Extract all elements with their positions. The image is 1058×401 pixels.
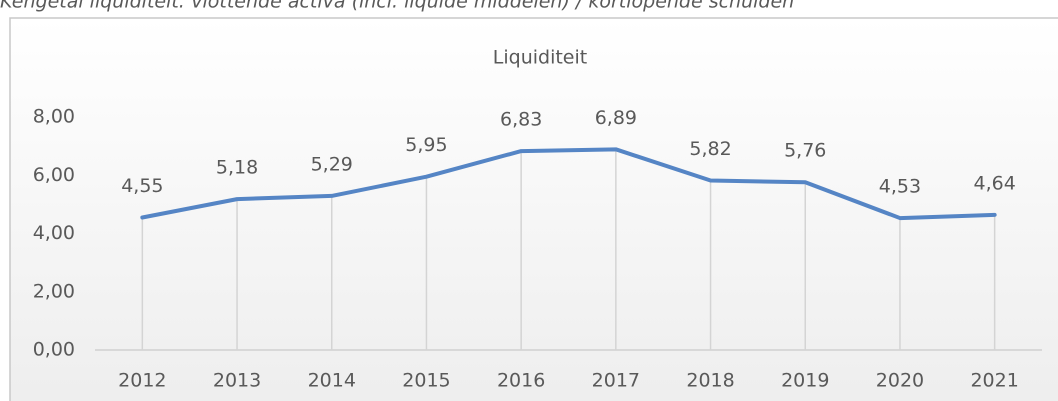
- value-label: 4,53: [879, 176, 921, 198]
- chart-title: Liquiditeit: [493, 47, 587, 69]
- value-label: 4,55: [121, 175, 163, 197]
- y-tick-label: 8,00: [33, 106, 75, 128]
- value-label: 6,83: [500, 109, 542, 131]
- y-tick-label: 2,00: [33, 280, 75, 302]
- y-tick-label: 0,00: [33, 339, 75, 361]
- x-tick-label: 2012: [118, 370, 166, 392]
- value-label: 6,89: [595, 107, 637, 129]
- x-tick-label: 2016: [497, 370, 545, 392]
- caption: Kengetal liquiditeit: vlottende activa (…: [0, 0, 794, 13]
- value-label: 5,18: [216, 157, 258, 179]
- x-tick-label: 2019: [781, 370, 829, 392]
- x-tick-label: 2015: [402, 370, 450, 392]
- x-tick-label: 2017: [592, 370, 640, 392]
- x-tick-label: 2014: [308, 370, 356, 392]
- data-line: [140, 147, 997, 221]
- x-tick-label: 2020: [876, 370, 924, 392]
- y-tick-label: 4,00: [33, 222, 75, 244]
- value-label: 5,29: [311, 153, 353, 175]
- value-label: 5,76: [784, 140, 826, 162]
- x-tick-label: 2018: [686, 370, 734, 392]
- x-tick-label: 2013: [213, 370, 261, 392]
- y-tick-label: 6,00: [33, 164, 75, 186]
- value-label: 5,95: [405, 134, 447, 156]
- x-tick-label: 2021: [970, 370, 1018, 392]
- value-label: 4,64: [973, 172, 1015, 194]
- value-label: 5,82: [689, 138, 731, 160]
- chart-frame: [9, 17, 1058, 401]
